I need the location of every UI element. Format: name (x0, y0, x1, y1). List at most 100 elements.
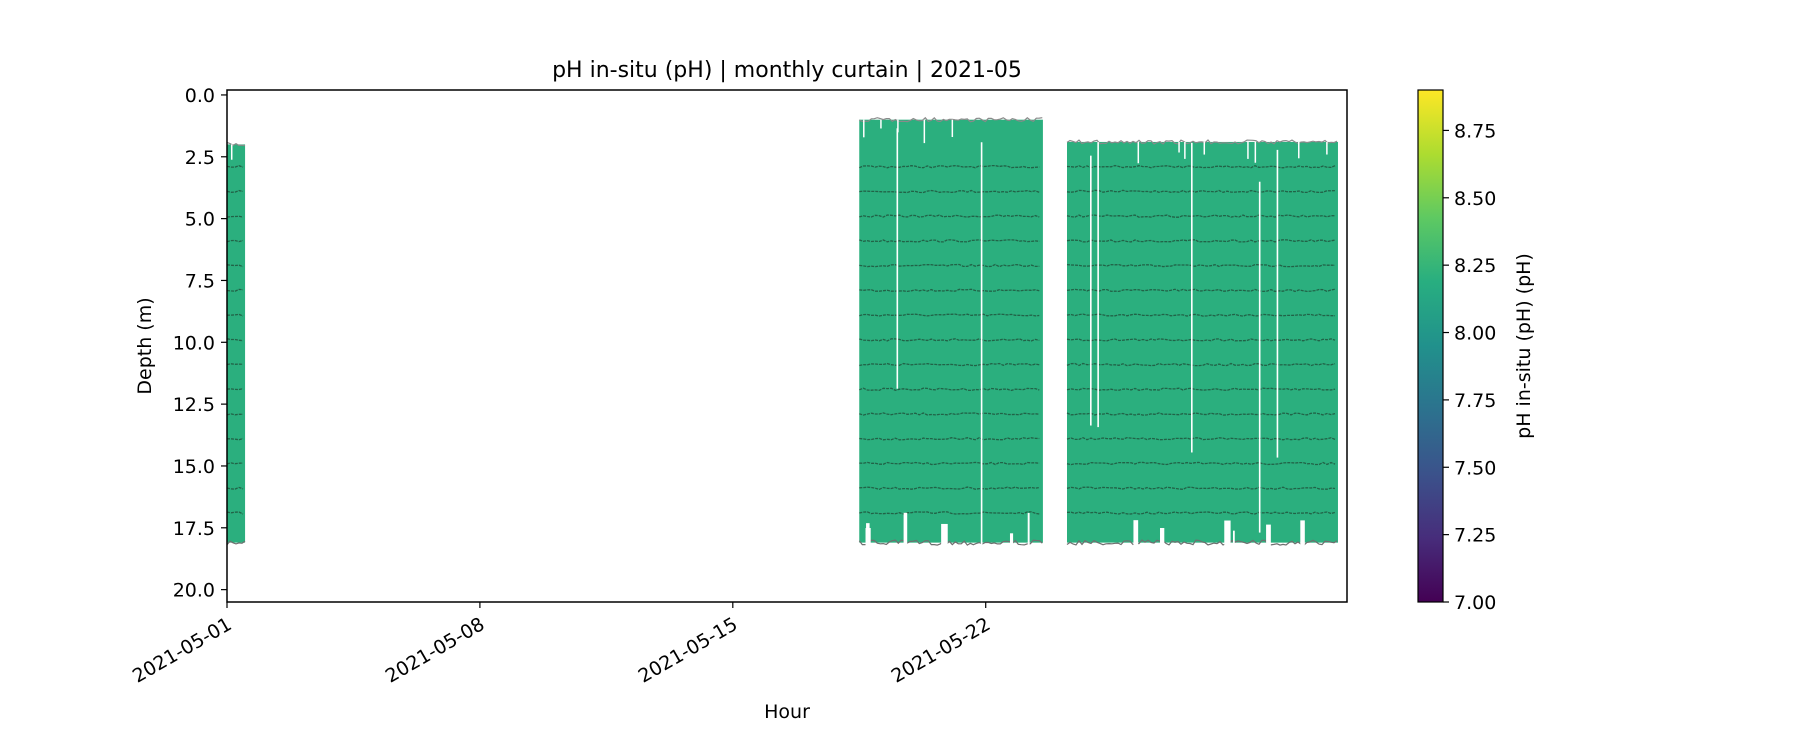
data-block-3-top-edge (1066, 139, 1338, 145)
y-tick-label-6: 15.0 (173, 456, 215, 478)
x-tick-label-0: 2021-05-01 (129, 613, 236, 687)
sensor-depth-line-3-12 (1066, 436, 1336, 441)
data-gap (1184, 141, 1186, 159)
colorbar-tick-label-3: 7.75 (1454, 390, 1496, 412)
data-block-2-top-edge (859, 116, 1043, 123)
sensor-depth-line-2-6 (859, 288, 1040, 293)
sensor-depth-line-1-13 (227, 462, 244, 465)
data-block-3-bottom-edge (1066, 539, 1338, 546)
data-gap (1137, 141, 1140, 164)
data-block-1-top-edge (227, 141, 246, 147)
y-tick-label-3: 7.5 (185, 270, 215, 292)
data-gap (1266, 524, 1271, 546)
sensor-depth-line-1-4 (227, 239, 244, 243)
y-axis-label: Depth (m) (134, 297, 156, 394)
colorbar-tick-label-2: 7.50 (1454, 457, 1496, 479)
data-gap (1178, 141, 1180, 153)
sensor-depth-line-3-2 (1066, 189, 1336, 194)
x-tick-label-3: 2021-05-22 (888, 613, 995, 687)
sensor-depth-line-2-8 (859, 338, 1040, 342)
sensor-depth-line-2-9 (859, 362, 1040, 367)
colorbar-tick-label-1: 7.25 (1454, 525, 1496, 547)
data-gap (1326, 141, 1328, 155)
data-block-3 (1067, 141, 1338, 543)
sensor-depth-line-3-6 (1066, 288, 1336, 293)
data-gap (1133, 520, 1139, 546)
sensor-depth-line-2-12 (859, 436, 1040, 441)
plot-data-layer (227, 116, 1338, 553)
sensor-depth-line-1-14 (227, 486, 244, 490)
sensor-depth-line-1-10 (227, 388, 244, 391)
data-gap (923, 119, 926, 144)
chart-title: pH in-situ (pH) | monthly curtain | 2021… (552, 58, 1022, 83)
data-gap (865, 528, 871, 546)
sensor-depth-line-2-1 (859, 164, 1040, 169)
sensor-depth-line-2-7 (859, 313, 1040, 317)
sensor-depth-line-3-11 (1066, 412, 1336, 416)
colorbar-tick-label-5: 8.25 (1454, 255, 1496, 277)
data-gap (1191, 142, 1193, 453)
data-gap (1160, 527, 1165, 546)
colorbar-tick-label-0: 7.00 (1454, 592, 1496, 614)
sensor-depth-line-2-14 (859, 486, 1040, 490)
sensor-depth-line-1-2 (227, 189, 244, 193)
colorbar-label: pH in-situ (pH) (pH) (1513, 253, 1535, 439)
data-block-2 (859, 119, 1043, 543)
data-gap (1009, 533, 1014, 546)
data-gap (980, 142, 983, 553)
sensor-depth-line-2-15 (859, 511, 1040, 515)
sensor-depth-line-3-13 (1066, 461, 1336, 466)
plot-frame (226, 89, 1348, 603)
x-axis-label: Hour (764, 701, 810, 723)
sensor-depth-line-3-5 (1066, 263, 1336, 268)
sensor-depth-line-2-11 (859, 412, 1040, 416)
data-gap (1232, 530, 1235, 546)
data-gap (230, 144, 233, 160)
data-gap (1300, 520, 1305, 546)
sensor-depth-line-1-1 (227, 165, 244, 168)
sensor-depth-line-1-12 (227, 437, 244, 441)
colorbar-tick-label-4: 8.00 (1454, 323, 1496, 345)
x-axis-ticks: 2021-05-01 2021-05-08 2021-05-15 2021-05-22 (129, 602, 994, 688)
sensor-depth-line-3-9 (1066, 362, 1336, 367)
y-tick-label-0: 0.0 (185, 85, 215, 107)
sensor-depth-line-3-14 (1066, 486, 1336, 490)
colorbar-tick-label-7: 8.75 (1454, 120, 1496, 142)
sensor-depth-line-1-6 (227, 288, 244, 292)
data-gap (951, 119, 954, 138)
colorbar-ticks: 7.00 7.25 7.50 7.75 8.00 8.25 8.50 8.75 (1443, 120, 1496, 614)
data-block-1 (227, 144, 246, 543)
data-gap (1298, 141, 1300, 159)
y-tick-label-5: 12.5 (173, 394, 215, 416)
sensor-depth-line-1-9 (227, 363, 244, 366)
sensor-depth-line-2-5 (859, 263, 1040, 268)
sensor-depth-line-3-8 (1066, 338, 1336, 342)
data-gap (1276, 149, 1279, 458)
data-gap (1203, 141, 1206, 155)
sensor-depth-line-2-4 (859, 239, 1040, 243)
data-gap (880, 119, 882, 129)
data-block-1-bottom-edge (227, 540, 246, 546)
data-gap (897, 119, 899, 133)
colorbar-tick-label-6: 8.50 (1454, 188, 1496, 210)
colorbar (1417, 89, 1444, 603)
data-gap (903, 512, 908, 546)
y-tick-label-8: 20.0 (173, 580, 215, 602)
x-tick-label-2: 2021-05-15 (635, 613, 742, 687)
sensor-depth-line-3-7 (1066, 313, 1335, 317)
sensor-depth-line-2-2 (859, 189, 1040, 194)
sensor-depth-line-2-13 (859, 461, 1040, 466)
sensor-depth-line-3-15 (1066, 511, 1336, 515)
sensor-depth-line-3-4 (1066, 239, 1336, 243)
sensor-depth-line-2-10 (859, 387, 1040, 392)
sensor-depth-line-1-15 (227, 511, 244, 515)
y-tick-label-2: 5.0 (185, 209, 215, 231)
y-tick-label-7: 17.5 (173, 518, 215, 540)
data-gap (1247, 141, 1249, 159)
y-tick-label-1: 2.5 (185, 147, 215, 169)
data-gap (896, 128, 899, 389)
sensor-depth-line-3-3 (1066, 214, 1336, 218)
x-tick-label-1: 2021-05-08 (382, 613, 489, 687)
sensor-depth-line-3-10 (1066, 387, 1336, 391)
